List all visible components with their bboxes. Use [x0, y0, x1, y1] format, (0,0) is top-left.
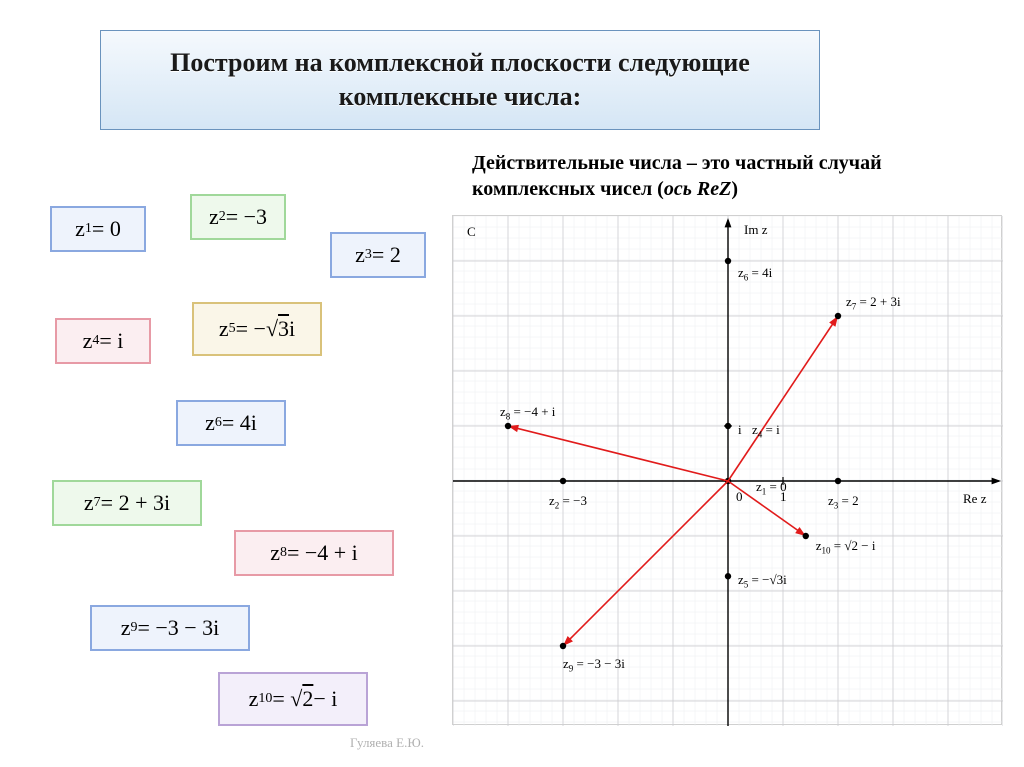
- complex-plane-chart: Im zRe zC01iz1 = 0z2 = −3z3 = 2z4 = iz5 …: [452, 215, 1002, 725]
- axis-label-re: Re z: [963, 491, 986, 507]
- formula-card-z9: z9 = −3 − 3i: [90, 605, 250, 651]
- title-card: Построим на комплексной плоскости следую…: [100, 30, 820, 130]
- point-label-z5: z5 = −√3i: [738, 572, 787, 590]
- formula-card-z2: z2 = −3: [190, 194, 286, 240]
- footer-author: Гуляева Е.Ю.: [350, 735, 424, 751]
- tick-i: i: [738, 422, 742, 438]
- subtitle-c: ): [731, 178, 738, 200]
- formula-card-z5: z5 = −√3i: [192, 302, 322, 356]
- point-label-z2: z2 = −3: [549, 493, 587, 511]
- point-label-z3: z3 = 2: [828, 493, 859, 511]
- subtitle-b: ось ReZ: [664, 178, 731, 200]
- point-label-z10: z10 = √2 − i: [816, 538, 876, 556]
- point-label-z4: z4 = i: [752, 422, 780, 440]
- tick-0: 0: [736, 489, 743, 505]
- point-label-z1: z1 = 0: [756, 479, 787, 497]
- formula-card-z8: z8 = −4 + i: [234, 530, 394, 576]
- formula-card-z6: z6 = 4i: [176, 400, 286, 446]
- formula-card-z4: z4 = i: [55, 318, 151, 364]
- formula-card-z1: z1 = 0: [50, 206, 146, 252]
- point-label-z8: z8 = −4 + i: [500, 404, 555, 422]
- point-label-z7: z7 = 2 + 3i: [846, 294, 901, 312]
- chart-corner-c: C: [467, 224, 476, 240]
- subtitle: Действительные числа – это частный случа…: [472, 150, 982, 202]
- title-text: Построим на комплексной плоскости следую…: [101, 46, 819, 114]
- formula-card-z7: z7 = 2 + 3i: [52, 480, 202, 526]
- point-label-z9: z9 = −3 − 3i: [563, 656, 625, 674]
- formula-card-z3: z3 = 2: [330, 232, 426, 278]
- formula-card-z10: z10 = √2 − i: [218, 672, 368, 726]
- point-label-z6: z6 = 4i: [738, 265, 772, 283]
- axis-label-im: Im z: [744, 222, 767, 238]
